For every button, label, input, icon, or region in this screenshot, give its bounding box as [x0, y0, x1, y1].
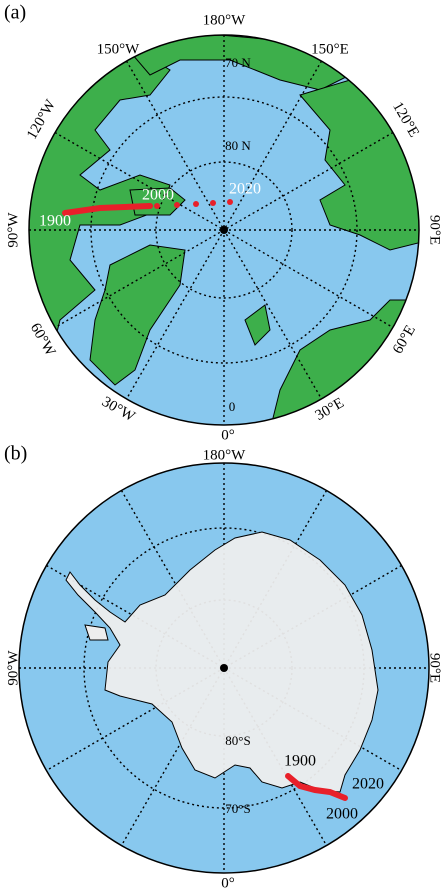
lat-label: 0 [229, 399, 236, 414]
year-label: 2000 [142, 187, 174, 204]
pole [220, 664, 228, 672]
lat-label: 70°S [225, 801, 250, 816]
map-border [18, 462, 430, 874]
pole-track [62, 199, 233, 216]
year-label: 2020 [352, 776, 384, 793]
year-label: 2000 [326, 806, 358, 823]
lat-label: 80 N [225, 138, 251, 153]
panel-b: (b) 180°W 90°W 90°E 0° 80°S 70°S 1900 20… [4, 443, 443, 892]
lon-label: 150°W [97, 41, 140, 57]
year-label: 1900 [284, 753, 316, 770]
lon-label: 90°W [5, 212, 21, 248]
map-border [28, 34, 420, 426]
lon-label: 0° [221, 427, 235, 443]
lon-label: 180°W [203, 447, 246, 463]
lon-label: 90°E [427, 215, 443, 245]
land [65, 531, 379, 793]
lon-label: 150°E [311, 41, 349, 57]
lon-label: 0° [221, 875, 235, 891]
year-label: 1900 [39, 213, 71, 230]
panel-a: (a) [4, 2, 443, 444]
panel-label: (b) [4, 443, 27, 465]
pole-track [285, 773, 348, 801]
pole [220, 226, 228, 234]
lon-label: 90°W [5, 650, 21, 686]
lat-label: 70 N [225, 55, 251, 70]
year-label: 2020 [229, 181, 261, 198]
lon-label: 60°E [390, 323, 419, 357]
lon-label: 180°W [203, 12, 246, 28]
panel-label: (a) [4, 2, 26, 24]
lat-label: 80°S [225, 733, 250, 748]
lon-label: 90°E [427, 653, 443, 683]
